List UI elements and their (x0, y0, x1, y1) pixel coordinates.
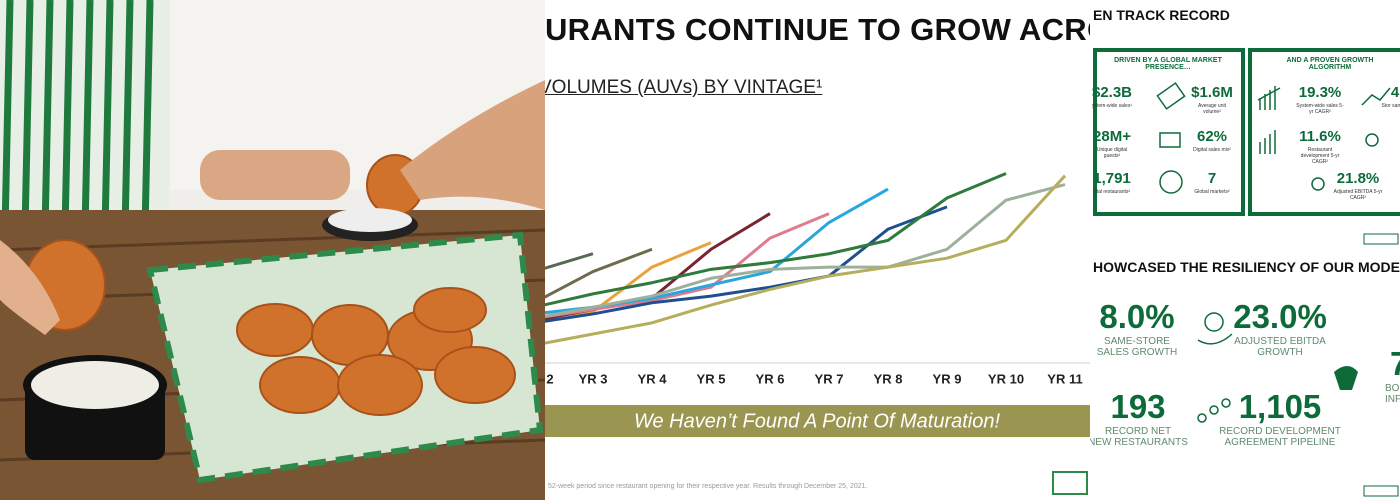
slide-a-title: EN TRACK RECORD (1093, 7, 1230, 23)
banner-bg (545, 405, 1090, 437)
footnote: 52-week period since restaurant opening … (548, 483, 868, 490)
slides-panel: EN TRACK RECORD DRIVEN BY A GLOBAL MARKE… (1090, 0, 1400, 500)
x-tick-label: YR 10 (988, 371, 1024, 386)
series-line (545, 252, 594, 270)
stat-label: System-wide sales 5-yr CAGR² (1296, 103, 1344, 115)
chart-subtitle: VOLUMES (AUVs) BY VINTAGE¹ (545, 77, 823, 98)
series-line (545, 174, 1067, 345)
x-tick-label: 2 (546, 371, 553, 386)
icons (1156, 82, 1399, 497)
series-line (545, 247, 653, 299)
kpi-value: 1,105 (1238, 388, 1322, 425)
stat-value: 7 (1207, 170, 1217, 187)
kpi-label: RECORD DEVELOPMENT (1219, 426, 1341, 437)
stat-value: 62% (1196, 128, 1228, 145)
stat-label: ystem-wide sales¹ (1091, 103, 1132, 109)
series-line (545, 212, 830, 319)
series-line (545, 183, 1066, 318)
x-tick-label: YR 11 (1047, 371, 1082, 386)
chart-title: URANTS CONTINUE TO GROW ACROSS ALL W (545, 12, 1090, 47)
stat-value: 4 (1390, 84, 1400, 101)
striped-shirt (0, 0, 170, 231)
kpi-label: NEW RESTAURANTS (1090, 437, 1188, 448)
stat-value: $2.3B (1091, 84, 1133, 101)
photo (0, 0, 545, 500)
kpi-value: 72 (1390, 345, 1400, 382)
x-tick-label: YR 8 (874, 371, 903, 386)
stat-label: Restaurant development 5-yr CAGR² (1300, 147, 1340, 165)
kpi-label: AGREEMENT PIPELINE (1224, 437, 1336, 448)
kpi-label: INFLA (1385, 394, 1400, 405)
stat-value: 11.6% (1299, 128, 1341, 145)
kpi-label: SAME-STORE (1104, 336, 1170, 347)
kpi-label: BONE-I (1385, 383, 1400, 394)
right-box (1248, 48, 1400, 216)
x-tick-label: YR 4 (638, 371, 668, 386)
banner: We Haven’t Found A Point Of Maturation! (634, 410, 1001, 432)
chart: We Haven’t Found A Point Of Maturation! … (545, 172, 1090, 495)
kpi-label: GROWTH (1257, 347, 1303, 358)
x-tick-label: YR 6 (756, 371, 785, 386)
photo-panel (0, 0, 545, 500)
stat-value: 19.3% (1298, 84, 1342, 101)
left-box-title: DRIVEN BY A GLOBAL MARKET PRESENCE… (1114, 57, 1222, 71)
chart-panel: URANTS CONTINUE TO GROW ACROSS ALL W VOL… (545, 0, 1090, 500)
stat-label: Unique digital guests² (1096, 147, 1128, 159)
x-tick-label: YR 5 (697, 371, 726, 386)
slide-b-title: HOWCASED THE RESILIENCY OF OUR MODEL (1093, 259, 1400, 275)
stat-label: Stor same-s (1381, 103, 1400, 109)
stat-label: Global markets² (1194, 189, 1230, 195)
kpi-label: ADJUSTED EBITDA (1234, 336, 1326, 347)
x-tick-label: YR 3 (579, 371, 608, 386)
series-line (545, 172, 1007, 307)
stat-label: otal restaurants² (1093, 189, 1131, 195)
stat-label: Digital sales mix² (1193, 147, 1231, 153)
kpi-label: RECORD NET (1104, 426, 1172, 437)
x-tick-label: YR 9 (933, 371, 962, 386)
kpi-value: 8.0% (1099, 298, 1175, 335)
kpi-label: SALES GROWTH (1096, 347, 1178, 358)
left-box (1093, 48, 1245, 216)
series-line (545, 205, 948, 323)
stat-value: 1,791 (1093, 170, 1131, 187)
stat-label: Average unit volume² (1198, 103, 1226, 115)
stat-value: $1.6M (1191, 84, 1233, 101)
stat-value: 28M+ (1093, 128, 1131, 145)
kpi-value: 23.0% (1233, 298, 1327, 335)
stat-label: Adjusted EBITDA 5-yr CAGR² (1333, 189, 1383, 201)
right-box-title: AND A PROVEN GROWTH ALGORITHM (1286, 57, 1374, 71)
x-tick-label: YR 7 (815, 371, 844, 386)
logo (1052, 471, 1088, 495)
stat-value: 21.8% (1336, 170, 1380, 187)
kpi-value: 193 (1110, 388, 1166, 425)
